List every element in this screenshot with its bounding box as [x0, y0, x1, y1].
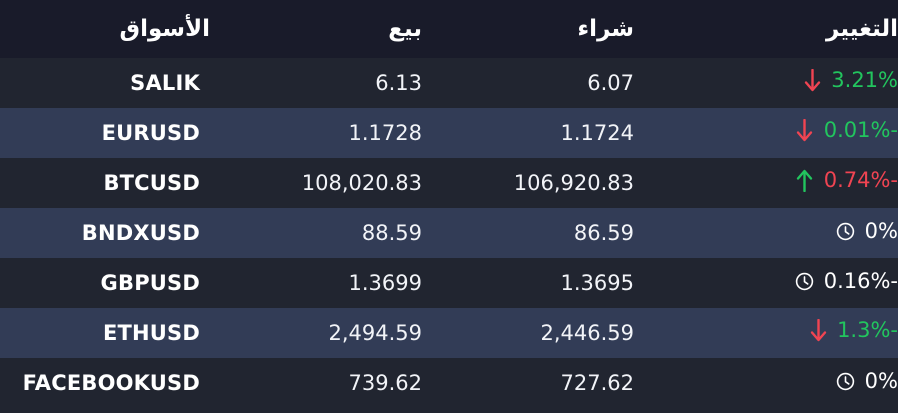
cell-market[interactable]: BNDXUSD [81, 221, 200, 245]
clock-icon [795, 271, 815, 291]
table-row[interactable]: 1.3%- 2,446.59 2,494.59 ETHUSD [0, 308, 898, 358]
cell-market[interactable]: ETHUSD [102, 321, 200, 345]
cell-buy: 1.3695 [560, 271, 634, 295]
table-row[interactable]: 0% 727.62 739.62 FACEBOOKUSD [0, 358, 898, 408]
change-indicator: 3.21% [802, 69, 898, 93]
arrow-down-icon [808, 319, 828, 343]
cell-sell: 1.3699 [348, 271, 422, 295]
arrow-down-icon [802, 69, 822, 93]
cell-buy: 1.1724 [560, 121, 634, 145]
change-percent: 1.3%- [837, 318, 898, 343]
cell-market[interactable]: FACEBOOKUSD [22, 371, 200, 395]
cell-buy: 6.07 [587, 71, 634, 95]
cell-change: 0.16%- [634, 258, 898, 308]
cell-buy: 727.62 [560, 371, 634, 395]
change-percent: 0% [864, 368, 898, 393]
clock-icon [836, 371, 856, 391]
cell-change: 3.21% [634, 58, 898, 108]
cell-buy: 106,920.83 [513, 171, 634, 195]
table-row[interactable]: 0.74%- 106,920.83 108,020.83 BTCUSD [0, 158, 898, 208]
change-indicator: 0% [836, 368, 898, 393]
cell-sell: 6.13 [375, 71, 422, 95]
change-indicator: 0% [836, 218, 898, 243]
change-indicator: 1.3%- [808, 319, 898, 343]
change-percent: 3.21% [831, 68, 898, 93]
change-indicator: 0.01%- [795, 119, 898, 143]
column-header-change[interactable]: التغيير [826, 16, 898, 42]
column-header-buy[interactable]: شراء [577, 16, 634, 42]
cell-sell: 88.59 [361, 221, 422, 245]
table-header: التغيير شراء بيع الأسواق [0, 0, 898, 58]
change-percent: 0.01%- [823, 118, 898, 143]
change-percent: 0% [864, 218, 898, 243]
cell-change: 0% [634, 358, 898, 408]
change-indicator: 0.16%- [795, 268, 898, 293]
cell-market[interactable]: BTCUSD [103, 171, 200, 195]
arrow-up-icon [795, 169, 815, 193]
cell-buy: 2,446.59 [540, 321, 634, 345]
arrow-down-icon [795, 119, 815, 143]
column-header-market[interactable]: الأسواق [119, 16, 211, 42]
change-percent: 0.16%- [823, 268, 898, 293]
table-body: 3.21% 6.07 6.13 SALIK 0.01%- 1.1724 1.1728 EURU… [0, 58, 898, 408]
table-row[interactable]: 0% 86.59 88.59 BNDXUSD [0, 208, 898, 258]
table-row[interactable]: 0.16%- 1.3695 1.3699 GBPUSD [0, 258, 898, 308]
cell-sell: 108,020.83 [301, 171, 422, 195]
cell-market[interactable]: GBPUSD [100, 271, 200, 295]
column-header-sell[interactable]: بيع [388, 16, 422, 42]
cell-sell: 1.1728 [348, 121, 422, 145]
clock-icon [836, 221, 856, 241]
cell-change: 1.3%- [634, 308, 898, 358]
cell-market[interactable]: EURUSD [101, 121, 200, 145]
table-row[interactable]: 3.21% 6.07 6.13 SALIK [0, 58, 898, 108]
table-row[interactable]: 0.01%- 1.1724 1.1728 EURUSD [0, 108, 898, 158]
cell-change: 0.74%- [634, 158, 898, 208]
cell-buy: 86.59 [573, 221, 634, 245]
cell-market[interactable]: SALIK [130, 71, 200, 95]
change-percent: 0.74%- [823, 168, 898, 193]
change-indicator: 0.74%- [795, 169, 898, 193]
cell-change: 0% [634, 208, 898, 258]
cell-sell: 2,494.59 [328, 321, 422, 345]
cell-sell: 739.62 [348, 371, 422, 395]
cell-change: 0.01%- [634, 108, 898, 158]
header-row: التغيير شراء بيع الأسواق [0, 0, 898, 58]
